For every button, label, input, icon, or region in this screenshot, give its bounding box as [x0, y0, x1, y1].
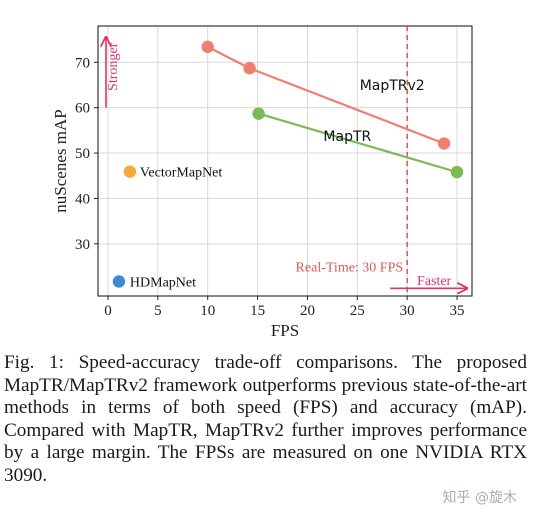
annotation-stronger: Stronger [106, 42, 121, 91]
data-point-vectormapnet [123, 165, 137, 178]
data-point-maptr [450, 165, 464, 179]
series-line-maptr [258, 112, 458, 174]
annotation-maptrv2: MapTRv2 [360, 78, 425, 94]
y-tick-label: 40 [75, 191, 90, 207]
plot-frame [97, 25, 473, 297]
x-tick-label: 15 [250, 303, 265, 319]
data-point-hdmapnet [112, 275, 126, 288]
y-axis-label: nuScenes mAP [51, 109, 70, 212]
data-point-maptrv2 [437, 137, 451, 150]
y-tick-label: 50 [75, 146, 90, 162]
annotation-hdmapnet: HDMapNet [130, 275, 196, 290]
data-point-maptrv2 [243, 62, 256, 75]
annotation-vectormapnet: VectorMapNet [140, 166, 223, 181]
y-tick-label: 70 [75, 55, 90, 71]
data-point-maptr [252, 107, 265, 120]
watermark: 知乎 @旋木 [442, 490, 517, 506]
x-tick-label: 35 [450, 303, 465, 319]
x-tick-label: 20 [300, 303, 315, 319]
figure-caption: Fig. 1: Speed-accuracy trade-off compari… [4, 352, 527, 486]
annotation-maptr: MapTR [323, 129, 371, 145]
x-tick-label: 25 [350, 303, 365, 319]
tick-labels: 0 5 10 15 20 25 30 35 30 40 50 60 70 [75, 55, 465, 319]
y-tick-label: 60 [75, 101, 90, 117]
x-tick-label: 5 [154, 303, 162, 319]
x-tick-label: 30 [400, 303, 415, 319]
x-tick-label: 0 [104, 303, 112, 319]
annotation-faster: Faster [417, 274, 452, 289]
data-point-maptrv2 [201, 40, 214, 54]
y-tick-label: 30 [75, 237, 90, 253]
x-axis-label: FPS [271, 321, 299, 340]
grid-lines [98, 26, 472, 296]
chart-svg: 0 5 10 15 20 25 30 35 30 40 50 60 70 FPS nuScenes mAP M… [51, 25, 473, 340]
x-tick-label: 10 [200, 303, 215, 319]
annotation-real-time-30-fps: Real-Time: 30 FPS [296, 261, 404, 276]
speed-accuracy-chart: 0 5 10 15 20 25 30 35 30 40 50 60 70 FPS nuScenes mAP M… [51, 25, 473, 340]
